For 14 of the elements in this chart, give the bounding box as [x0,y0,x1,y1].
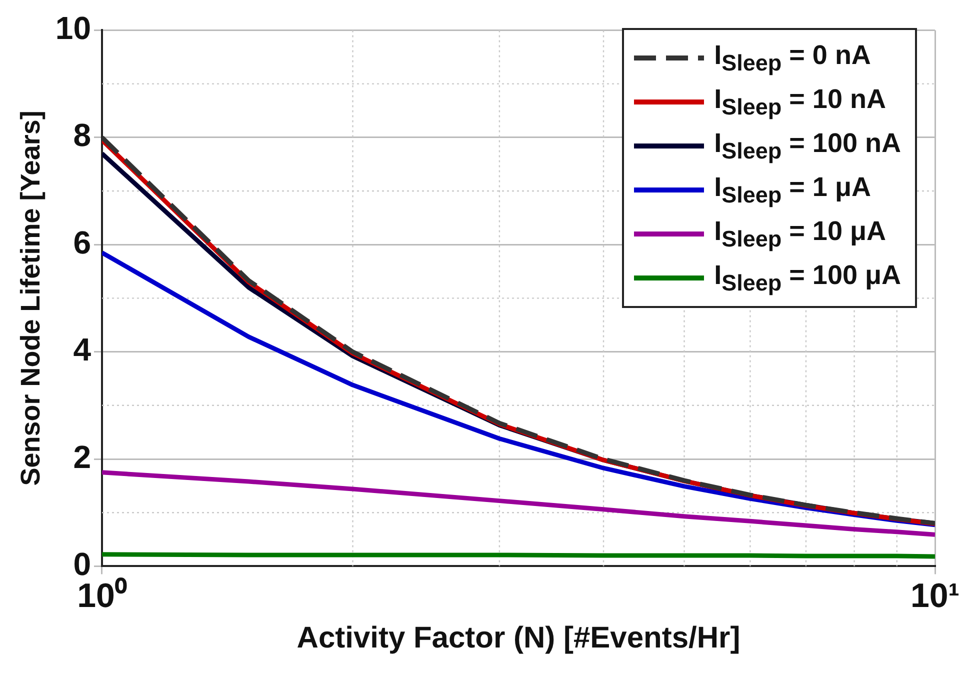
legend-label: I$_{Sleep}$ = 100 nA [714,128,901,164]
y-tick-label: 6 [73,224,91,260]
y-tick-label: 2 [73,438,91,475]
legend-label: I$_{Sleep}$ = 10 μA [714,216,886,252]
y-tick-label: 4 [73,332,92,368]
legend-label: I$_{Sleep}$ = 0 nA [714,40,871,76]
y-tick-label: 8 [73,117,91,154]
x-tick-label: 10¹ [910,576,960,615]
y-tick-label: 10 [55,10,91,46]
y-axis-title: Sensor Node Lifetime [Years] [16,110,46,486]
legend-label: I$_{Sleep}$ = 1 μA [714,172,871,208]
x-axis-title: Activity Factor (N) [#Events/Hr] [296,621,740,654]
legend-label: I$_{Sleep}$ = 100 μA [714,260,901,296]
legend-label: I$_{Sleep}$ = 10 nA [714,84,886,120]
